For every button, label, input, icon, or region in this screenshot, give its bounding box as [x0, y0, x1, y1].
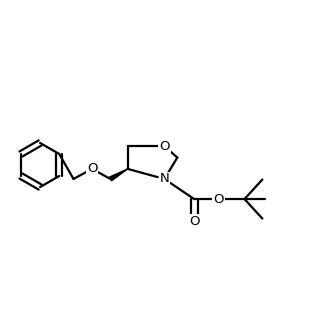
Text: O: O	[159, 140, 170, 153]
Text: O: O	[87, 162, 97, 175]
Text: O: O	[213, 193, 224, 206]
Text: N: N	[159, 173, 169, 185]
Text: O: O	[189, 215, 199, 228]
Polygon shape	[110, 169, 128, 181]
